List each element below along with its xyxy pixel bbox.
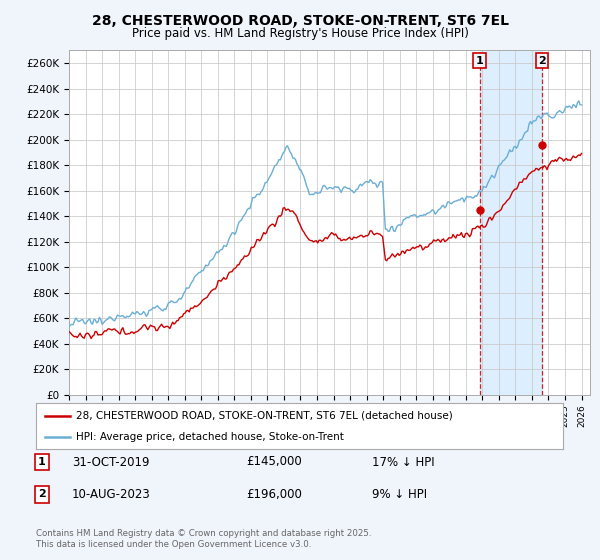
Text: 2: 2 [38,489,46,500]
Text: 9% ↓ HPI: 9% ↓ HPI [372,488,427,501]
Text: 1: 1 [476,55,484,66]
Text: £196,000: £196,000 [246,488,302,501]
Text: 2: 2 [538,55,546,66]
Text: Price paid vs. HM Land Registry's House Price Index (HPI): Price paid vs. HM Land Registry's House … [131,27,469,40]
Text: HPI: Average price, detached house, Stoke-on-Trent: HPI: Average price, detached house, Stok… [76,432,343,442]
Text: Contains HM Land Registry data © Crown copyright and database right 2025.
This d: Contains HM Land Registry data © Crown c… [36,529,371,549]
Text: 28, CHESTERWOOD ROAD, STOKE-ON-TRENT, ST6 7EL: 28, CHESTERWOOD ROAD, STOKE-ON-TRENT, ST… [91,14,509,28]
Text: 1: 1 [38,457,46,467]
Bar [479,50,542,395]
Text: 28, CHESTERWOOD ROAD, STOKE-ON-TRENT, ST6 7EL (detached house): 28, CHESTERWOOD ROAD, STOKE-ON-TRENT, ST… [76,410,452,421]
Text: 17% ↓ HPI: 17% ↓ HPI [372,455,434,469]
Text: 10-AUG-2023: 10-AUG-2023 [72,488,151,501]
Text: £145,000: £145,000 [246,455,302,469]
Text: 31-OCT-2019: 31-OCT-2019 [72,455,149,469]
